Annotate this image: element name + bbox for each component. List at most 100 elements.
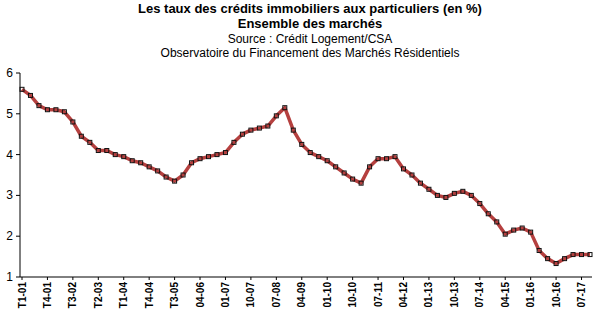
x-tick-label: T2-03: [93, 282, 104, 309]
marker: [368, 165, 372, 169]
marker: [435, 193, 439, 197]
x-tick: [352, 277, 353, 280]
y-tick-label: 3: [6, 188, 13, 202]
y-tick: [16, 73, 20, 74]
marker: [215, 153, 219, 157]
marker: [495, 220, 499, 224]
marker: [512, 228, 516, 232]
x-tick-label: 10-07: [245, 282, 256, 308]
marker: [37, 104, 41, 108]
x-tick-label: T4-01: [42, 282, 53, 309]
x-tick: [276, 277, 277, 280]
x-tick: [200, 277, 201, 280]
marker: [113, 153, 117, 157]
marker: [410, 173, 414, 177]
marker: [563, 257, 567, 261]
marker: [418, 181, 422, 185]
marker: [223, 151, 227, 155]
marker: [257, 126, 261, 130]
x-tick: [428, 277, 429, 280]
marker: [147, 165, 151, 169]
marker: [130, 159, 134, 163]
x-tick-label: 07-11: [373, 282, 384, 307]
marker: [274, 114, 278, 118]
marker: [401, 167, 405, 171]
annotation: Source : Crédit Logement/CSA: [228, 32, 393, 46]
y-tick: [16, 113, 20, 114]
marker: [342, 171, 346, 175]
chart: Les taux des crédits immobiliers aux par…: [0, 0, 595, 314]
y-tick: [16, 236, 20, 237]
x-tick: [22, 277, 23, 280]
x-tick-label: 07-14: [474, 282, 485, 308]
x-tick-label: 01-10: [322, 282, 333, 308]
x-tick-label: 01-16: [525, 282, 536, 308]
x-tick: [378, 277, 379, 280]
x-tick-label: 07-17: [576, 282, 587, 308]
marker: [554, 262, 558, 266]
marker: [385, 157, 389, 161]
y-tick-label: 5: [6, 107, 13, 121]
x-tick-label: 10-10: [347, 282, 358, 308]
annotation: Observatoire du Financement des Marchés …: [161, 46, 460, 60]
y-tick-label: 6: [6, 66, 13, 80]
x-tick: [454, 277, 455, 280]
x-tick: [72, 277, 73, 280]
marker: [546, 257, 550, 261]
marker: [266, 124, 270, 128]
x-tick-label: 07-08: [271, 282, 282, 308]
marker: [486, 212, 490, 216]
marker: [105, 149, 109, 153]
marker: [325, 159, 329, 163]
x-tick: [98, 277, 99, 280]
x-tick: [250, 277, 251, 280]
marker: [452, 191, 456, 195]
marker: [376, 157, 380, 161]
x-tick: [174, 277, 175, 280]
marker: [580, 253, 584, 257]
y-tick: [16, 195, 20, 196]
title: Les taux des crédits immobiliers aux par…: [138, 1, 482, 16]
marker: [62, 110, 66, 114]
x-tick: [556, 277, 557, 280]
marker: [249, 128, 253, 132]
x-tick-label: T4-04: [144, 282, 155, 309]
marker: [520, 226, 524, 230]
marker: [537, 248, 541, 252]
x-tick-label: 04-12: [398, 282, 409, 308]
x-tick: [123, 277, 124, 280]
y-tick-label: 4: [6, 148, 13, 162]
x-tick: [505, 277, 506, 280]
x-tick: [581, 277, 582, 280]
axes: 123456T1-01T4-01T3-02T2-03T1-04T4-04T3-0…: [6, 66, 592, 308]
data: [20, 87, 592, 265]
y-tick-label: 1: [6, 270, 13, 284]
marker: [300, 142, 304, 146]
x-tick-label: 10-13: [449, 282, 460, 308]
marker: [588, 253, 592, 257]
x-tick: [530, 277, 531, 280]
x-tick: [403, 277, 404, 280]
marker: [529, 230, 533, 234]
x-tick: [301, 277, 302, 280]
marker: [334, 165, 338, 169]
marker: [164, 175, 168, 179]
y-tick: [16, 277, 20, 278]
marker: [478, 202, 482, 206]
y-axis: [20, 73, 21, 277]
x-tick: [149, 277, 150, 280]
marker: [79, 134, 83, 138]
x-tick: [225, 277, 226, 280]
marker: [393, 155, 397, 159]
x-tick-label: 04-09: [296, 282, 307, 308]
x-tick-label: T3-05: [169, 282, 180, 309]
marker: [308, 151, 312, 155]
line: [22, 89, 590, 263]
marker: [207, 155, 211, 159]
x-tick-label: 01-13: [423, 282, 434, 308]
marker: [190, 161, 194, 165]
marker: [45, 108, 49, 112]
y-tick-label: 2: [6, 229, 13, 243]
x-axis: [20, 277, 592, 278]
x-tick-label: T3-02: [67, 282, 78, 309]
